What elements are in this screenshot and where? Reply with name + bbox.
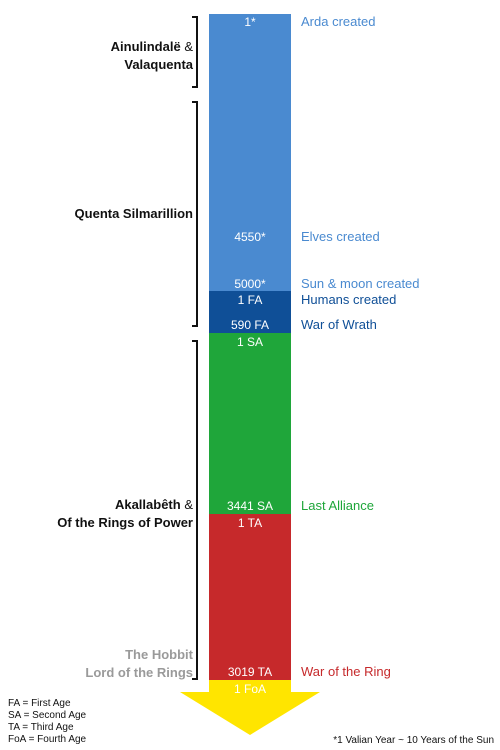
legend: FA = First Age SA = Second Age TA = Thir… xyxy=(8,698,86,746)
book-hobbit: The Hobbit xyxy=(125,647,193,662)
bar-label-sa3441: 3441 SA xyxy=(226,499,274,513)
legend-third-age: TA = Third Age xyxy=(8,722,74,733)
ampersand: & xyxy=(180,39,193,54)
bar-label-ta1: 1 TA xyxy=(237,516,263,530)
event-sun-moon-created: Sun & moon created xyxy=(301,276,420,291)
bar-label-arda: 1* xyxy=(244,15,256,29)
bar-label-fa590: 590 FA xyxy=(230,318,270,332)
legend-fourth-age: FoA = Fourth Age xyxy=(8,734,87,745)
book-hobbit-lotr: The Hobbit Lord of the Rings xyxy=(85,646,193,682)
bracket-rings-of-power xyxy=(192,340,198,680)
bracket-silmarillion xyxy=(192,101,198,327)
event-last-alliance: Last Alliance xyxy=(301,498,374,513)
book-akallabeth-rings: Akallabêth & Of the Rings of Power xyxy=(57,496,193,532)
event-elves-created: Elves created xyxy=(301,229,380,244)
valian-years-segment xyxy=(209,14,291,291)
legend-second-age: SA = Second Age xyxy=(8,710,87,721)
event-war-of-wrath: War of Wrath xyxy=(301,317,377,332)
book-valaquenta: Valaquenta xyxy=(124,57,193,72)
event-war-of-the-ring: War of the Ring xyxy=(301,664,391,679)
bar-label-sa1: 1 SA xyxy=(236,335,263,349)
bar-label-elves: 4550* xyxy=(234,230,266,244)
bracket-ainulindale xyxy=(192,16,198,88)
event-arda-created: Arda created xyxy=(301,14,376,29)
bar-label-fa1: 1 FA xyxy=(237,293,263,307)
book-quenta-silmarillion: Quenta Silmarillion xyxy=(74,206,193,221)
legend-first-age: FA = First Age xyxy=(8,698,71,709)
second-age-segment xyxy=(209,333,291,514)
bar-label-foa1: 1 FoA xyxy=(233,682,266,696)
event-humans-created: Humans created xyxy=(301,292,397,307)
book-rings-of-power: Of the Rings of Power xyxy=(57,515,193,530)
first-age-segment xyxy=(209,291,291,333)
bar-label-sun-moon: 5000* xyxy=(234,277,266,291)
ampersand: & xyxy=(180,497,193,512)
book-akallabeth: Akallabêth xyxy=(114,497,181,512)
book-ainulindale: Ainulindalë xyxy=(110,39,181,54)
third-age-segment xyxy=(209,514,291,680)
footnote: *1 Valian Year ~ 10 Years of the Sun xyxy=(333,735,494,746)
book-lord-of-the-rings: Lord of the Rings xyxy=(85,665,193,680)
bar-label-ta3019: 3019 TA xyxy=(227,665,273,679)
book-ainulindale-valaquenta: Ainulindalë & Valaquenta xyxy=(111,38,193,74)
